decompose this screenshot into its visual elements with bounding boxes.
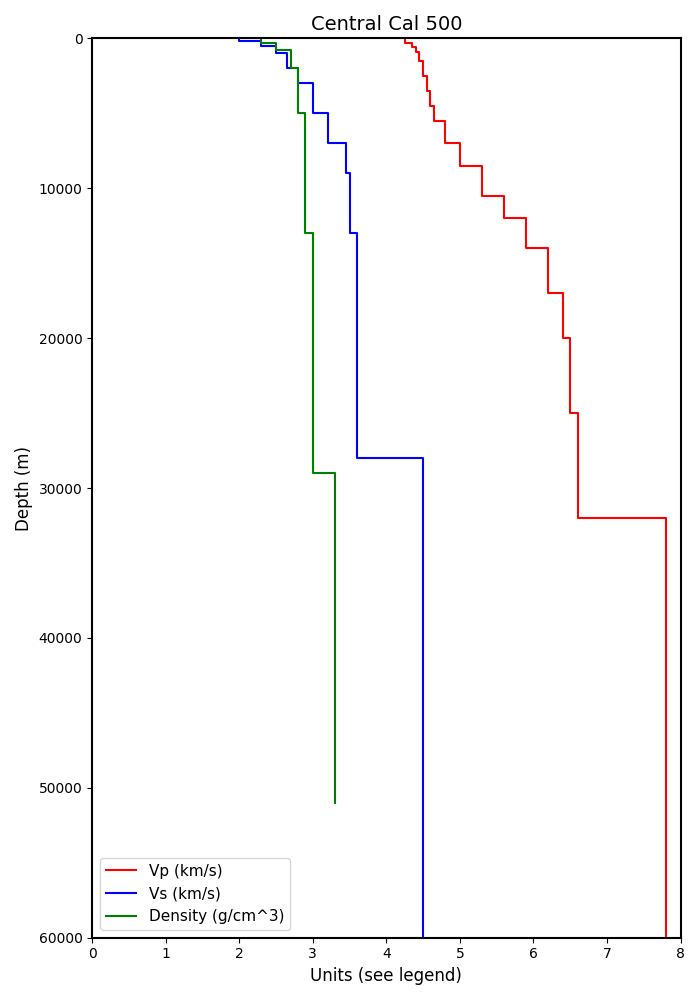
Y-axis label: Depth (m): Depth (m) [15, 446, 33, 531]
Vs (km/s) [353, 227, 361, 239]
Vp (km/s) [430, 100, 438, 112]
Vp (km/s) [408, 37, 416, 49]
Vp (km/s) [478, 190, 486, 202]
Vs (km/s) [283, 62, 291, 74]
Vs (km/s) [345, 167, 354, 179]
Density (g/cm^3) [294, 62, 302, 74]
Vp (km/s) [423, 70, 431, 82]
Vs (km/s) [309, 107, 317, 119]
Vs (km/s) [345, 227, 354, 239]
Density (g/cm^3) [309, 227, 317, 239]
Line: Vs (km/s): Vs (km/s) [239, 38, 423, 938]
Density (g/cm^3) [301, 227, 309, 239]
Vs (km/s) [257, 35, 265, 47]
Vs (km/s) [235, 35, 244, 47]
Vp (km/s) [430, 115, 438, 127]
Vp (km/s) [662, 932, 670, 944]
Vp (km/s) [522, 242, 531, 254]
Vp (km/s) [441, 137, 449, 149]
Vp (km/s) [566, 332, 575, 344]
Line: Vp (km/s): Vp (km/s) [405, 38, 666, 938]
Vp (km/s) [412, 41, 420, 53]
Vp (km/s) [423, 85, 431, 97]
Vp (km/s) [456, 137, 464, 149]
Vp (km/s) [559, 287, 567, 299]
Vs (km/s) [257, 40, 265, 52]
Density (g/cm^3) [272, 44, 280, 56]
Density (g/cm^3) [257, 37, 265, 49]
Density (g/cm^3) [330, 467, 339, 479]
Vs (km/s) [272, 40, 280, 52]
Title: Central Cal 500: Central Cal 500 [311, 15, 462, 34]
Legend: Vp (km/s), Vs (km/s), Density (g/cm^3): Vp (km/s), Vs (km/s), Density (g/cm^3) [100, 858, 290, 930]
Vp (km/s) [559, 332, 567, 344]
Density (g/cm^3) [294, 107, 302, 119]
Density (g/cm^3) [257, 32, 265, 44]
Vp (km/s) [400, 32, 409, 44]
Density (g/cm^3) [309, 467, 317, 479]
Vs (km/s) [309, 77, 317, 89]
Density (g/cm^3) [286, 44, 295, 56]
Line: Density (g/cm^3): Density (g/cm^3) [261, 38, 335, 803]
Vs (km/s) [353, 452, 361, 464]
Vp (km/s) [544, 287, 552, 299]
Vs (km/s) [272, 47, 280, 59]
Vp (km/s) [426, 85, 435, 97]
Vp (km/s) [415, 46, 424, 58]
Vp (km/s) [400, 37, 409, 49]
Vp (km/s) [500, 212, 508, 224]
Vp (km/s) [573, 407, 582, 419]
Vs (km/s) [342, 137, 350, 149]
Density (g/cm^3) [330, 797, 339, 809]
Vs (km/s) [419, 452, 427, 464]
Vs (km/s) [323, 107, 332, 119]
Vp (km/s) [662, 512, 670, 524]
Vp (km/s) [544, 242, 552, 254]
Vp (km/s) [412, 46, 420, 58]
Vs (km/s) [235, 32, 244, 44]
X-axis label: Units (see legend): Units (see legend) [310, 967, 462, 985]
Vp (km/s) [522, 212, 531, 224]
Vp (km/s) [573, 512, 582, 524]
Vs (km/s) [283, 47, 291, 59]
Vs (km/s) [342, 167, 350, 179]
Vp (km/s) [456, 160, 464, 172]
Vs (km/s) [323, 137, 332, 149]
Vp (km/s) [500, 190, 508, 202]
Density (g/cm^3) [286, 62, 295, 74]
Vp (km/s) [419, 70, 427, 82]
Vs (km/s) [419, 932, 427, 944]
Vs (km/s) [294, 77, 302, 89]
Vp (km/s) [566, 407, 575, 419]
Vp (km/s) [441, 115, 449, 127]
Vp (km/s) [419, 55, 427, 67]
Vp (km/s) [408, 41, 416, 53]
Density (g/cm^3) [272, 37, 280, 49]
Density (g/cm^3) [301, 107, 309, 119]
Vp (km/s) [478, 160, 486, 172]
Vp (km/s) [415, 55, 424, 67]
Vs (km/s) [294, 62, 302, 74]
Vp (km/s) [426, 100, 435, 112]
